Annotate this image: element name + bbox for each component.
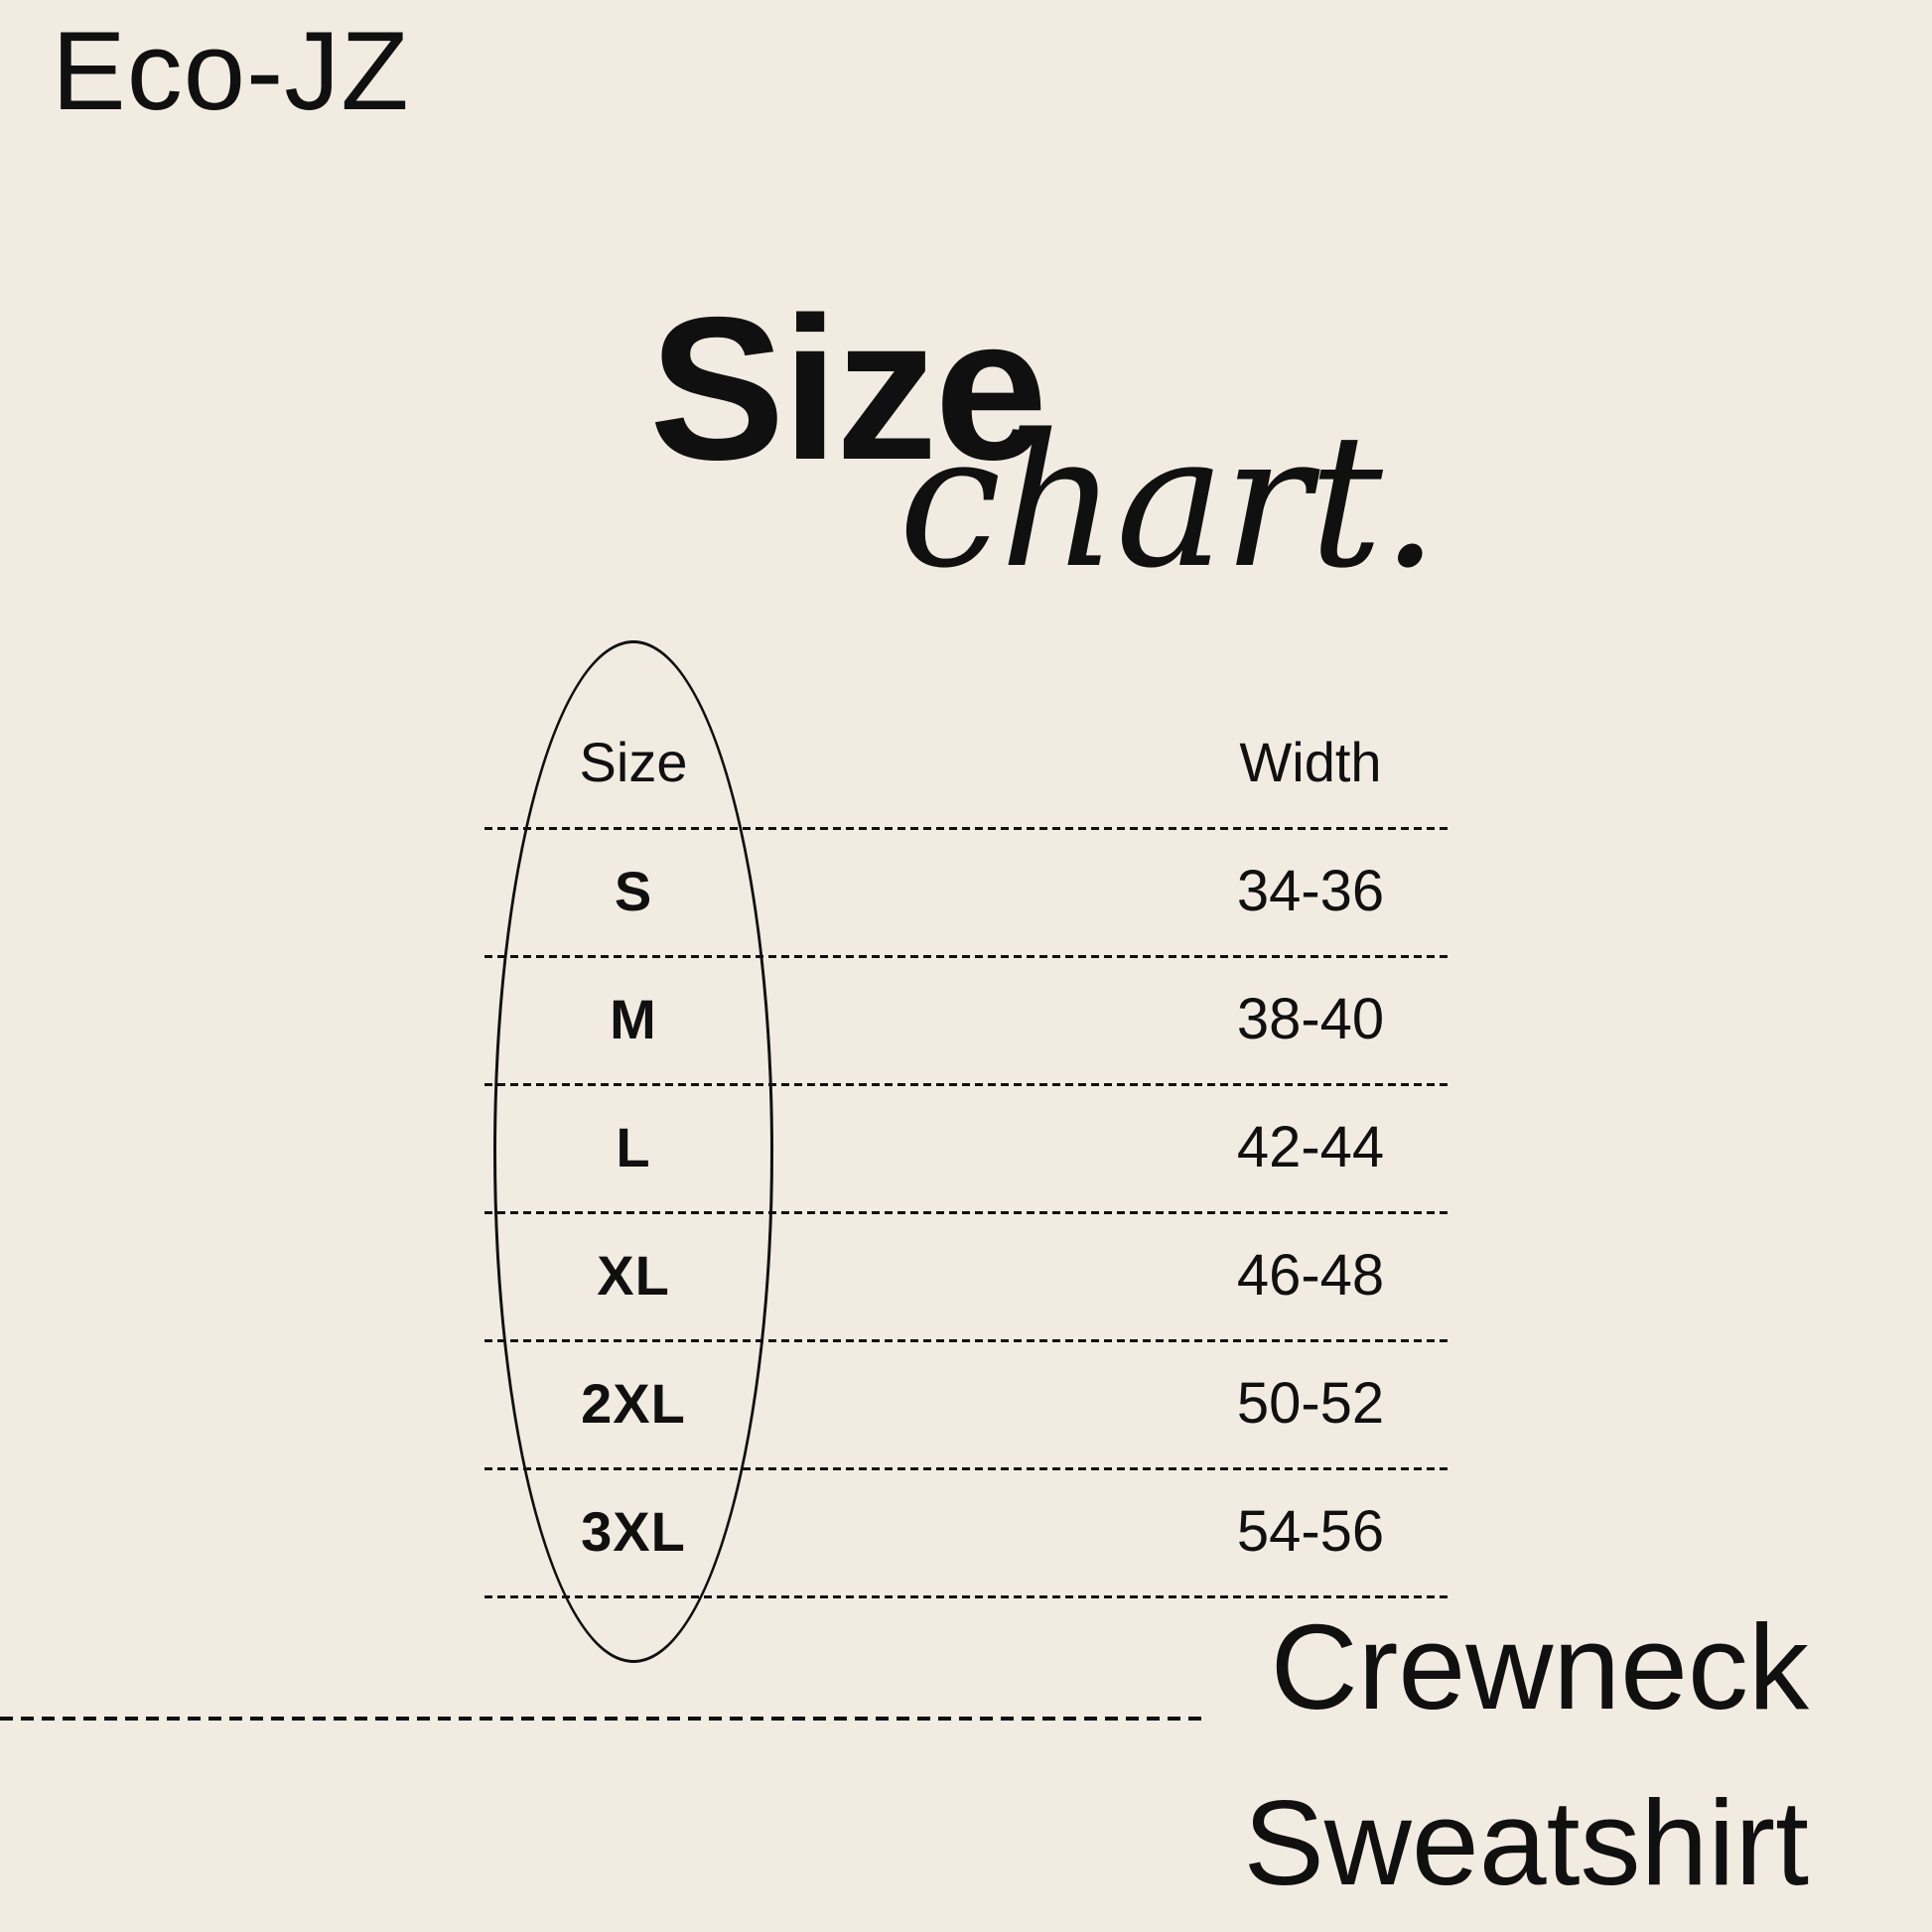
column-header-width: Width <box>1239 731 1382 793</box>
size-cell: L <box>616 1115 651 1178</box>
width-cell: 34-36 <box>1236 858 1385 923</box>
title-chart-script: chart. <box>898 394 1440 609</box>
product-name: Crewneck Sweatshirt <box>1243 1580 1809 1931</box>
row-divider-line <box>484 1339 1448 1342</box>
row-divider-line <box>484 1467 1448 1470</box>
row-divider-line <box>484 1083 1448 1086</box>
row-divider-line <box>484 827 1448 830</box>
product-name-line2: Sweatshirt <box>1243 1774 1809 1910</box>
size-cell: S <box>614 859 653 922</box>
size-cell: M <box>610 987 657 1050</box>
brand-logo: Eco-JZ <box>52 9 410 133</box>
row-divider-line <box>484 955 1448 958</box>
column-header-size: Size <box>579 731 688 793</box>
size-cell: 2XL <box>581 1371 686 1435</box>
width-cell: 54-56 <box>1236 1498 1385 1564</box>
size-column-highlight-ellipse <box>493 640 773 1663</box>
product-name-line1: Crewneck <box>1270 1599 1809 1734</box>
row-divider-line <box>484 1211 1448 1214</box>
width-cell: 50-52 <box>1236 1370 1385 1436</box>
size-cell: 3XL <box>581 1499 686 1563</box>
width-cell: 46-48 <box>1236 1242 1385 1308</box>
footer-divider-line <box>0 1717 1206 1721</box>
width-cell: 42-44 <box>1236 1114 1385 1179</box>
row-divider-line <box>484 1595 1448 1598</box>
width-cell: 38-40 <box>1236 986 1385 1051</box>
title-size: Size <box>649 275 1047 502</box>
size-cell: XL <box>597 1243 670 1307</box>
